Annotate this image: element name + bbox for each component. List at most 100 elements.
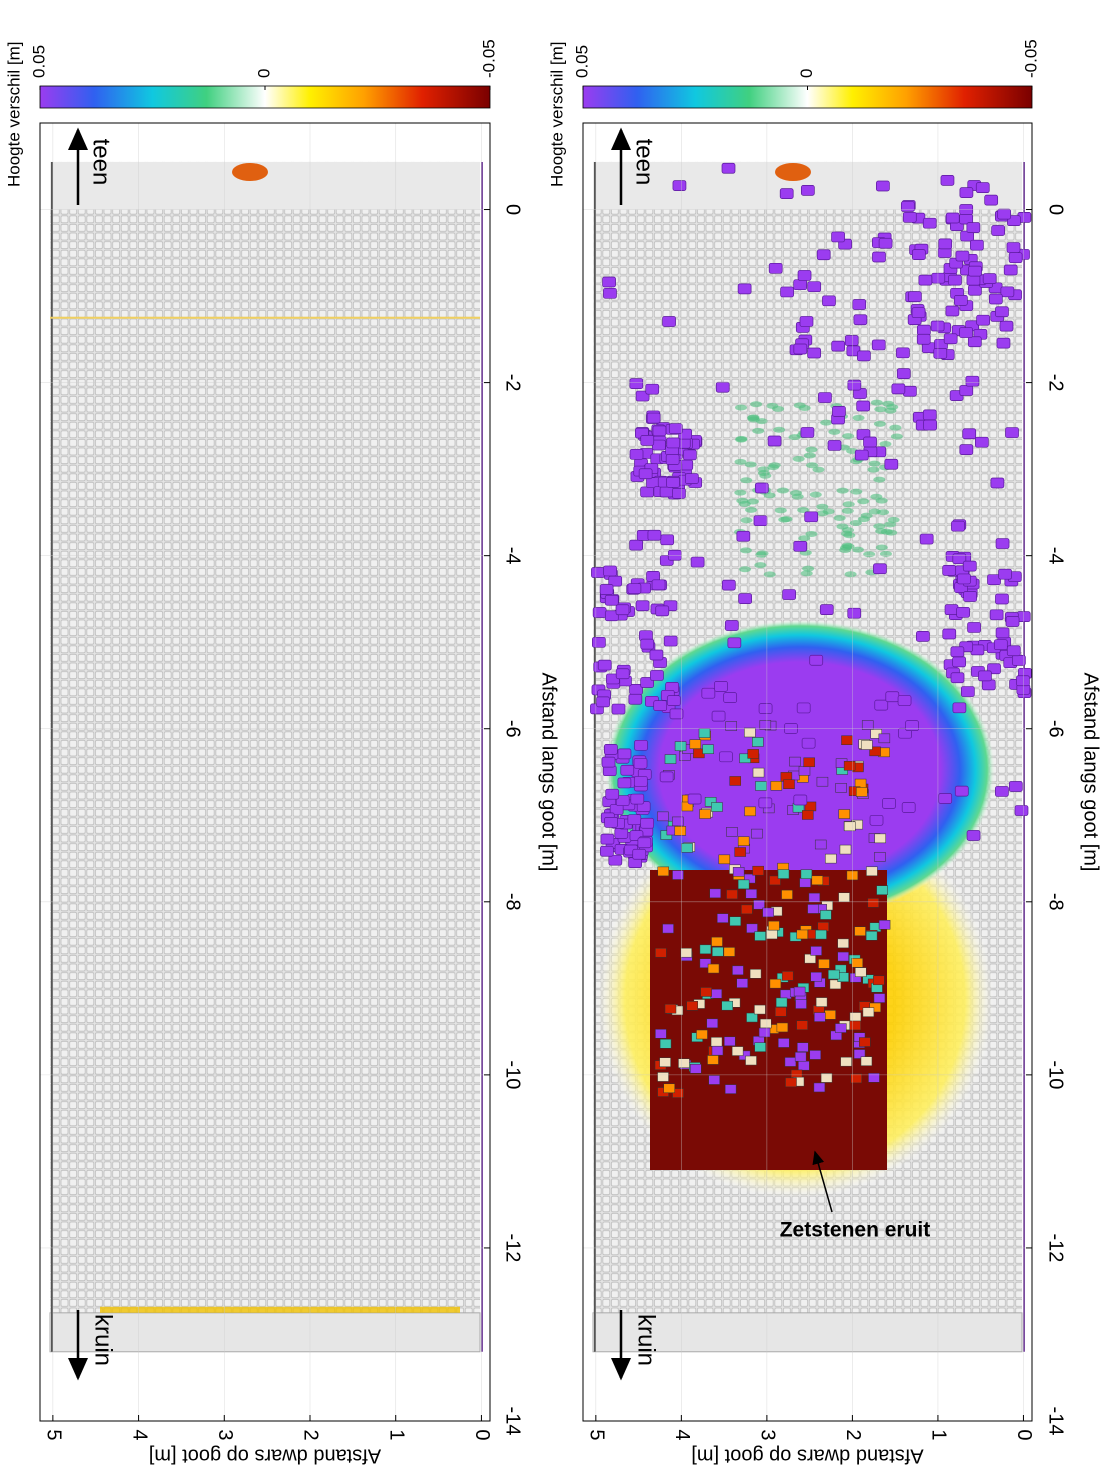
displaced-stone <box>667 477 680 487</box>
x-tick-label: -14 <box>1045 1407 1067 1436</box>
green-patch <box>790 490 802 496</box>
displaced-stone <box>768 436 781 446</box>
displaced-stone <box>924 420 937 430</box>
loose-stone <box>672 817 683 826</box>
green-patch <box>867 467 879 473</box>
loose-stone <box>711 1037 722 1046</box>
loose-stone <box>770 979 781 988</box>
displaced-stone <box>970 240 983 250</box>
loose-stone <box>816 998 827 1007</box>
loose-stone <box>755 1043 766 1052</box>
displaced-stone <box>960 445 973 455</box>
green-patch <box>745 507 757 513</box>
loose-stone <box>755 932 766 941</box>
green-patch <box>863 551 875 557</box>
displaced-stone <box>956 251 969 261</box>
displaced-stone <box>794 541 807 551</box>
displaced-stone <box>946 213 959 223</box>
displaced-stone <box>660 772 673 782</box>
loose-stone <box>699 729 710 738</box>
displaced-stone <box>968 622 981 632</box>
loose-stone <box>777 1023 788 1032</box>
loose-stone <box>838 939 849 948</box>
y-tick-label: 4 <box>671 1429 693 1440</box>
displaced-stone <box>995 786 1008 796</box>
displaced-stone <box>898 696 911 706</box>
displaced-stone <box>641 818 654 828</box>
green-patch <box>870 494 882 500</box>
loose-stone <box>815 840 826 849</box>
loose-stone <box>712 1046 723 1055</box>
displaced-stone <box>672 488 685 498</box>
green-patch <box>816 504 828 510</box>
green-patch <box>741 517 753 523</box>
loose-stone <box>703 745 714 754</box>
displaced-stone <box>724 693 737 703</box>
displaced-stone <box>738 284 751 294</box>
displaced-stone <box>854 315 867 325</box>
loose-stone <box>855 968 866 977</box>
loose-stone <box>678 1059 689 1068</box>
displaced-stone <box>661 535 674 545</box>
annotation: kruin <box>90 1314 117 1366</box>
displaced-stone <box>605 817 618 827</box>
green-patch <box>802 566 814 572</box>
loose-stone <box>672 871 683 880</box>
loose-stone <box>866 867 877 876</box>
green-patch <box>874 421 886 427</box>
displaced-stone <box>883 798 896 808</box>
displaced-stone <box>666 455 679 465</box>
displaced-stone <box>603 288 616 298</box>
loose-stone <box>744 728 755 737</box>
loose-stone <box>690 740 701 749</box>
displaced-stone <box>635 740 648 750</box>
y-tick-label: 1 <box>928 1429 950 1440</box>
displaced-stone <box>820 605 833 615</box>
displaced-stone <box>591 568 604 578</box>
displaced-stone <box>818 393 831 403</box>
loose-stone <box>682 843 693 852</box>
displaced-stone <box>606 789 619 799</box>
loose-stone <box>727 890 738 899</box>
x-tick-label: -2 <box>502 374 524 392</box>
loose-stone <box>745 807 756 816</box>
displaced-stone <box>630 379 643 389</box>
displaced-stone <box>654 701 667 711</box>
displaced-stone <box>650 650 663 660</box>
colorbar-tick-label: 0.05 <box>572 45 591 78</box>
loose-stone <box>856 787 867 796</box>
loose-stone <box>726 827 737 836</box>
loose-stone <box>820 910 831 919</box>
displaced-stone <box>755 483 768 493</box>
loose-stone <box>760 720 771 729</box>
displaced-stone <box>960 386 973 396</box>
displaced-stone <box>845 336 858 346</box>
x-tick-label: 0 <box>502 204 524 215</box>
green-patch <box>777 487 789 493</box>
green-patch <box>820 420 832 426</box>
displaced-stone <box>660 487 673 497</box>
loose-stone <box>748 749 759 758</box>
displaced-stone <box>908 292 921 302</box>
loose-stone <box>778 1038 789 1047</box>
displaced-stone <box>996 628 1009 638</box>
green-patch <box>869 508 881 514</box>
displaced-stone <box>688 794 701 804</box>
x-tick-label: -2 <box>1045 374 1067 392</box>
displaced-stone <box>1016 676 1029 686</box>
displaced-stone <box>995 594 1008 604</box>
loose-stone <box>759 1028 770 1037</box>
displaced-stone <box>832 406 845 416</box>
loose-stone <box>712 947 723 956</box>
loose-stone <box>838 952 849 961</box>
displaced-stone <box>1009 253 1022 263</box>
green-patch <box>752 428 764 434</box>
displaced-stone <box>963 561 976 571</box>
green-patch <box>740 547 752 553</box>
displaced-stone <box>646 384 659 394</box>
loose-stone <box>816 930 827 939</box>
loose-stone <box>809 893 820 902</box>
displaced-stone <box>810 655 823 665</box>
displaced-stone <box>848 380 861 390</box>
loose-stone <box>811 972 822 981</box>
